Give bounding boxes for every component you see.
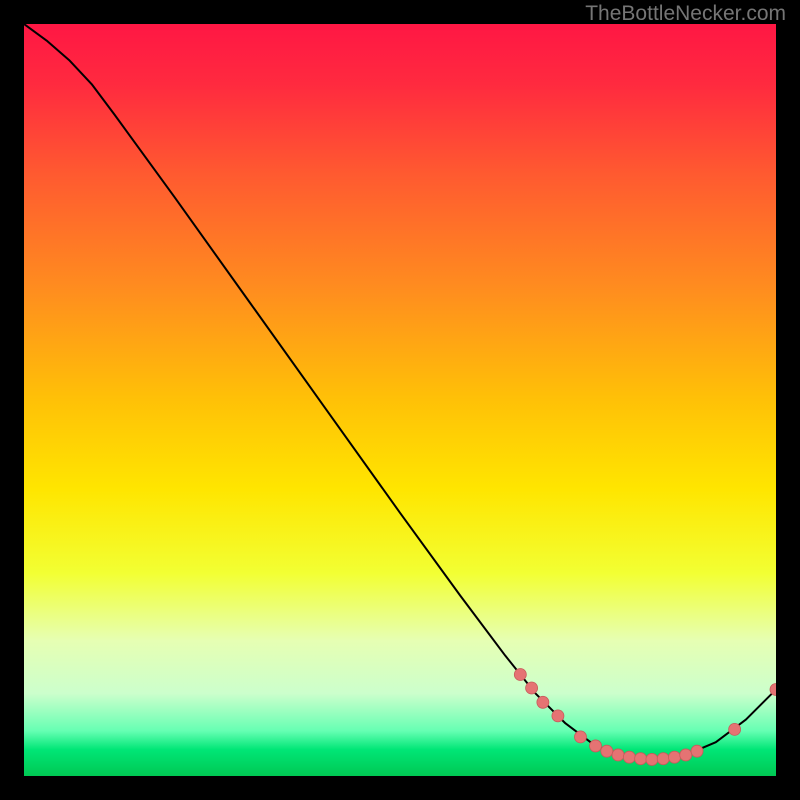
data-marker [537, 696, 549, 708]
data-marker [590, 740, 602, 752]
data-marker [574, 731, 586, 743]
data-marker [668, 751, 680, 763]
data-marker [612, 749, 624, 761]
data-marker [680, 749, 692, 761]
data-marker [514, 668, 526, 680]
data-marker [623, 751, 635, 763]
data-marker [691, 745, 703, 757]
data-marker [552, 710, 564, 722]
data-marker [526, 682, 538, 694]
data-marker [635, 753, 647, 765]
data-marker [646, 753, 658, 765]
data-marker [657, 753, 669, 765]
chart-frame: TheBottleNecker.com [0, 0, 800, 800]
plot-area [24, 24, 776, 776]
gradient-background [24, 24, 776, 776]
attribution-text: TheBottleNecker.com [585, 2, 786, 26]
data-marker [729, 723, 741, 735]
data-marker [601, 745, 613, 757]
chart-svg [24, 24, 776, 776]
